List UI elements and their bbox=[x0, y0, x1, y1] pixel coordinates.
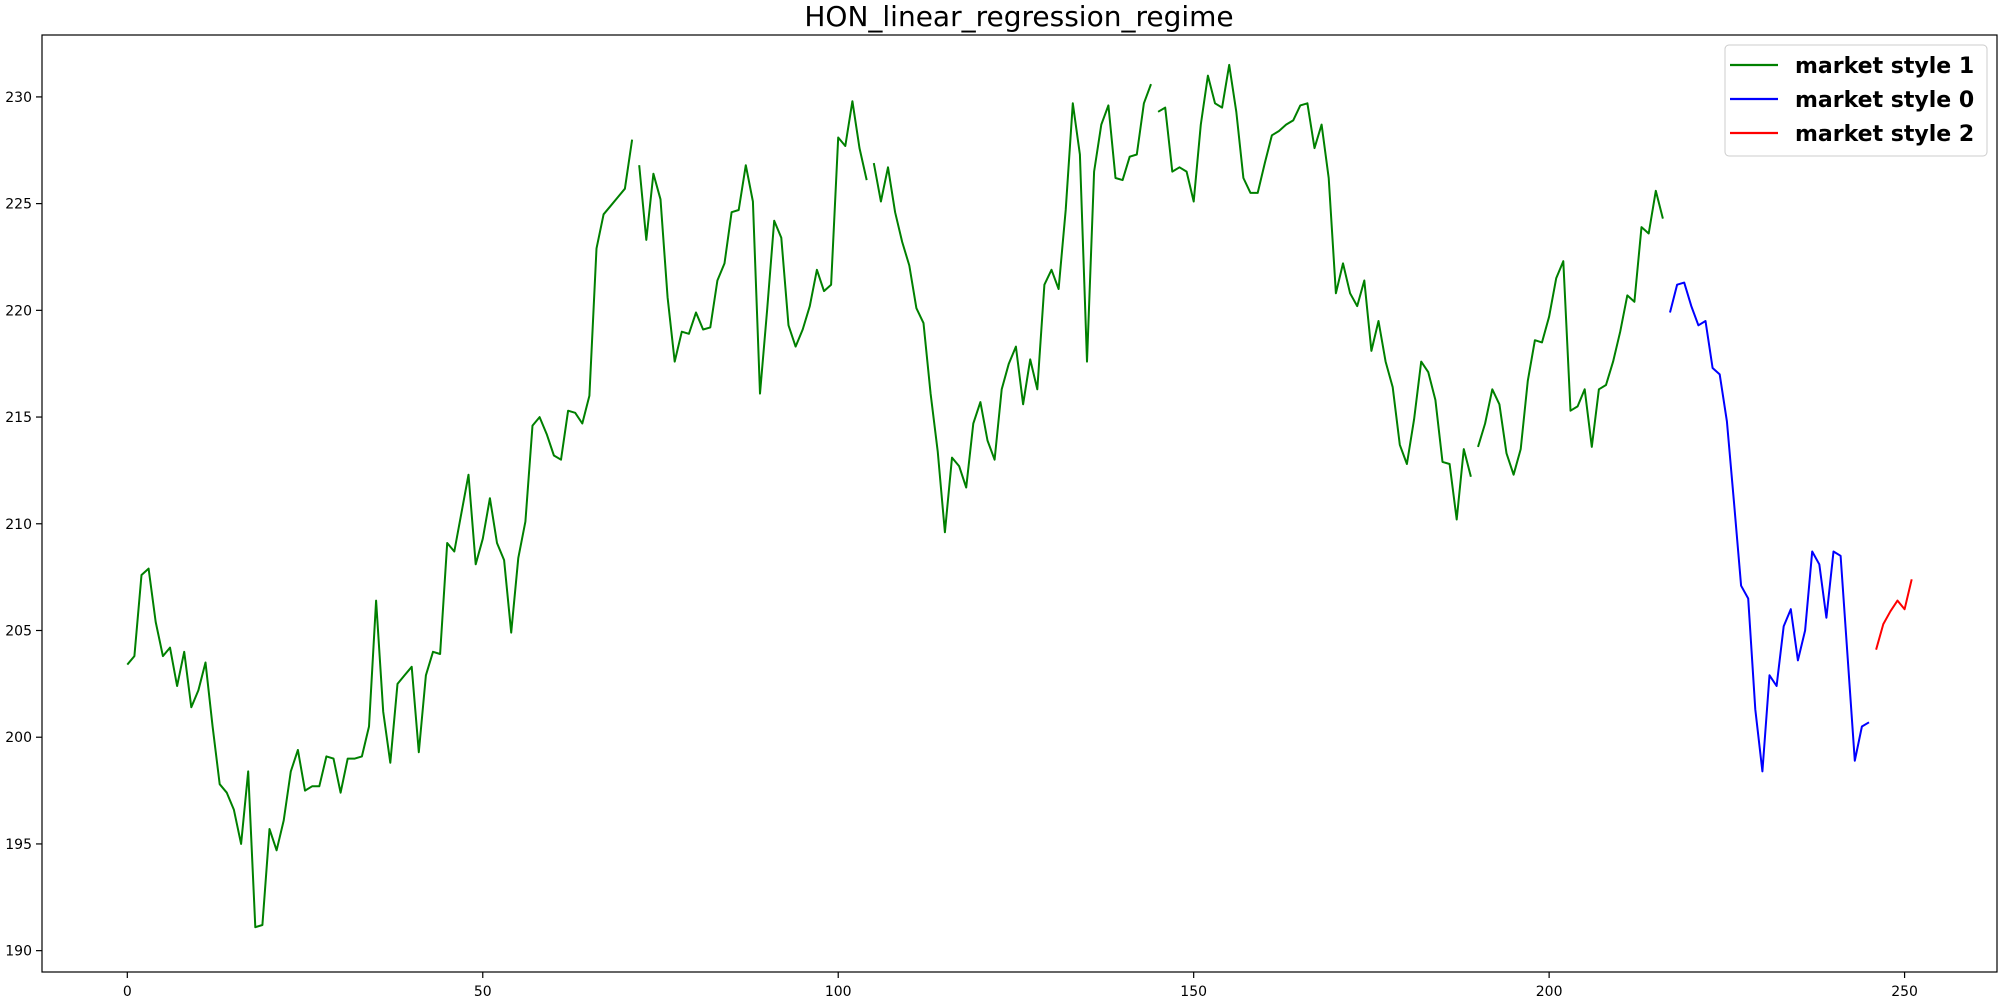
x-tick-label: 200 bbox=[1536, 984, 1563, 1000]
series-line-market-style-1-segment-1 bbox=[126, 139, 634, 929]
x-tick-label: 50 bbox=[474, 984, 492, 1000]
plot-frame bbox=[41, 34, 1998, 973]
series-line-market-style-1-segment-3 bbox=[872, 83, 1152, 534]
x-tick-label: 150 bbox=[1180, 984, 1207, 1000]
series-line-market-style-2-segment-1 bbox=[1875, 579, 1913, 650]
y-tick-label: 190 bbox=[5, 944, 32, 960]
legend: market style 1 market style 0 market style… bbox=[1724, 44, 1988, 157]
y-axis: 190 195 200 205 210 215 220 225 230 bbox=[5, 90, 42, 960]
x-tick-label: 100 bbox=[825, 984, 852, 1000]
chart-title: HON_linear_regression_regime bbox=[804, 0, 1233, 33]
legend-label: market style 2 bbox=[1795, 122, 1974, 147]
y-tick-label: 205 bbox=[5, 623, 32, 639]
y-tick-label: 220 bbox=[5, 303, 32, 319]
legend-label: market style 1 bbox=[1795, 54, 1974, 79]
y-tick-label: 210 bbox=[5, 517, 32, 533]
y-tick-label: 230 bbox=[5, 90, 32, 106]
series-layer bbox=[126, 63, 1913, 929]
series-line-market-style-1-segment-5 bbox=[1477, 189, 1664, 476]
legend-box bbox=[1724, 44, 1988, 157]
series-line-market-style-1-segment-2 bbox=[638, 100, 868, 395]
x-axis: 0 50 100 150 200 250 bbox=[123, 972, 1918, 1000]
legend-label: market style 0 bbox=[1795, 88, 1974, 113]
y-tick-label: 215 bbox=[5, 410, 32, 426]
x-tick-label: 0 bbox=[123, 984, 132, 1000]
series-line-market-style-0-segment-1 bbox=[1669, 281, 1870, 773]
y-tick-label: 225 bbox=[5, 197, 32, 213]
y-tick-label: 195 bbox=[5, 837, 32, 853]
y-tick-label: 200 bbox=[5, 730, 32, 746]
series-line-market-style-1-segment-4 bbox=[1157, 63, 1472, 521]
x-tick-label: 250 bbox=[1891, 984, 1918, 1000]
